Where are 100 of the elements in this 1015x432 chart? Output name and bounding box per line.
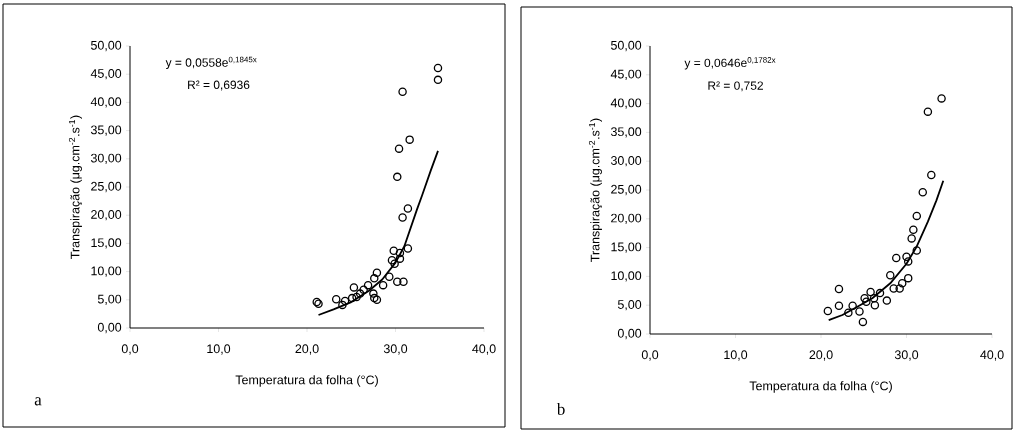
y-tick-label: 25,00 bbox=[611, 184, 642, 196]
point bbox=[372, 295, 382, 305]
y-tick-label: 0,00 bbox=[617, 328, 642, 340]
point bbox=[393, 277, 402, 286]
y-tick-label: 5,00 bbox=[97, 294, 122, 305]
x-tick-label: 40,0 bbox=[980, 350, 1004, 361]
point bbox=[870, 300, 880, 310]
point bbox=[387, 256, 397, 265]
x-tick-label: 10,0 bbox=[207, 344, 231, 355]
point bbox=[889, 284, 898, 293]
point bbox=[405, 135, 414, 144]
y-axis-title: Transpiração (μg.cm$^{-2}$.s$^{-1}$) bbox=[68, 115, 82, 259]
point bbox=[903, 273, 913, 283]
x-axis-title: Temperatura da folha (°C) bbox=[749, 381, 892, 393]
point bbox=[927, 170, 936, 180]
y-tick-label: 35,00 bbox=[610, 127, 642, 138]
point bbox=[340, 296, 350, 306]
x-tick-label: 20,0 bbox=[295, 344, 319, 355]
point bbox=[875, 288, 885, 298]
annotation: y = 0,0558e$^{0,1845x}$ bbox=[165, 56, 257, 70]
point bbox=[844, 308, 853, 317]
point bbox=[393, 172, 402, 182]
y-tick-label: 0,00 bbox=[97, 322, 122, 334]
point bbox=[433, 75, 443, 85]
y-tick-label: 30,00 bbox=[90, 153, 122, 164]
y-tick-label: 25,00 bbox=[91, 181, 122, 193]
point bbox=[378, 280, 388, 290]
point bbox=[923, 107, 933, 116]
x-axis-title: Temperatura da folha (°C) bbox=[235, 375, 378, 387]
point bbox=[862, 297, 871, 306]
point bbox=[363, 280, 373, 290]
y-tick-label: 50,00 bbox=[90, 40, 122, 52]
y-axis-title: Transpiração (μg.cm$^{-2}$.s$^{-1}$) bbox=[588, 118, 602, 262]
point bbox=[903, 257, 913, 266]
y-tick-label: 40,00 bbox=[610, 98, 642, 109]
point bbox=[370, 293, 379, 303]
y-tick-label: 15,00 bbox=[611, 242, 642, 253]
text: a bbox=[34, 397, 42, 406]
point bbox=[918, 188, 928, 197]
point bbox=[395, 254, 405, 263]
point bbox=[902, 252, 911, 262]
y-tick-label: 35,00 bbox=[90, 125, 122, 136]
y-tick-label: 15,00 bbox=[91, 238, 122, 249]
point bbox=[834, 301, 844, 311]
point bbox=[398, 87, 407, 96]
point bbox=[372, 268, 382, 277]
annotation: y = 0,0646e$^{0,1782x}$ bbox=[684, 57, 776, 70]
x-tick-label: 30,0 bbox=[894, 350, 919, 361]
y-tick-label: 45,00 bbox=[610, 69, 642, 80]
point bbox=[860, 294, 869, 303]
x-tick-label: 0,0 bbox=[641, 350, 659, 361]
point bbox=[895, 284, 904, 293]
y-tick-label: 30,00 bbox=[610, 156, 642, 167]
x-tick-label: 40,0 bbox=[472, 344, 496, 355]
point bbox=[866, 287, 875, 297]
x-tick-label: 10,0 bbox=[724, 350, 748, 361]
point bbox=[398, 213, 407, 222]
point bbox=[897, 279, 907, 288]
line-series bbox=[827, 179, 945, 322]
point bbox=[359, 285, 368, 294]
point bbox=[433, 63, 443, 73]
point bbox=[912, 246, 922, 255]
x-tick-label: 20,0 bbox=[809, 350, 833, 361]
x-tick-label: 0,0 bbox=[121, 344, 139, 355]
point bbox=[385, 272, 394, 281]
point bbox=[403, 244, 413, 253]
y-tick-label: 50,00 bbox=[611, 40, 642, 52]
y-tick-label: 10,00 bbox=[611, 271, 642, 282]
x-tick-label: 30,0 bbox=[383, 344, 408, 355]
point bbox=[834, 284, 844, 294]
point bbox=[855, 307, 864, 316]
point bbox=[823, 306, 833, 316]
point bbox=[347, 293, 357, 303]
point bbox=[848, 301, 857, 311]
y-tick-label: 10,00 bbox=[91, 266, 122, 277]
point bbox=[394, 144, 404, 153]
point bbox=[352, 292, 361, 302]
point bbox=[907, 234, 916, 243]
y-tick-label: 40,00 bbox=[90, 97, 122, 108]
point bbox=[369, 289, 378, 298]
point bbox=[370, 274, 379, 283]
point bbox=[886, 271, 895, 280]
point bbox=[349, 283, 359, 292]
y-tick-label: 20,00 bbox=[91, 210, 122, 221]
point bbox=[389, 246, 398, 255]
point bbox=[858, 317, 868, 327]
point bbox=[937, 94, 946, 103]
point bbox=[403, 204, 413, 213]
y-tick-label: 20,00 bbox=[611, 213, 642, 224]
point bbox=[355, 289, 365, 298]
point bbox=[869, 294, 879, 303]
point bbox=[399, 277, 408, 286]
annotation: R² = 0,6936 bbox=[188, 80, 250, 91]
line-series bbox=[317, 150, 439, 316]
point bbox=[912, 211, 922, 221]
text: b bbox=[556, 402, 565, 415]
point bbox=[338, 300, 347, 310]
y-tick-label: 5,00 bbox=[617, 300, 642, 311]
point bbox=[882, 296, 892, 305]
point bbox=[390, 259, 399, 268]
